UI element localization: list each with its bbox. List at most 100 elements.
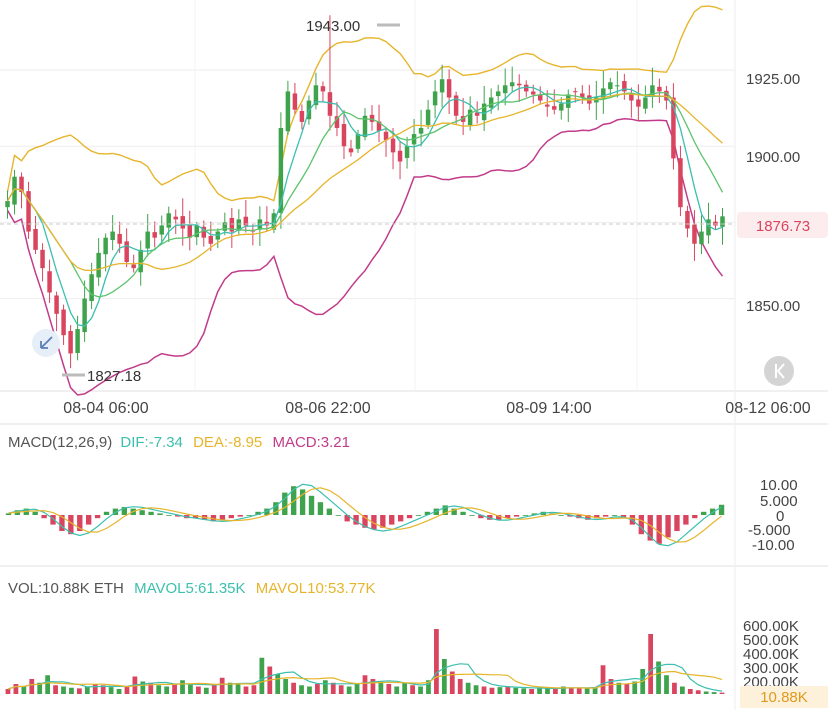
volume-bar — [227, 682, 233, 694]
volume-bar — [283, 679, 289, 694]
volume-bar — [219, 677, 225, 694]
price-tick-1850: 1850.00 — [746, 298, 800, 315]
volume-bar — [584, 687, 590, 694]
volume-bar — [672, 682, 677, 694]
macd-bar — [308, 495, 315, 515]
volume-bar — [346, 686, 352, 694]
candle-body — [285, 91, 291, 132]
candle-body — [222, 222, 228, 231]
candle-body — [523, 84, 529, 92]
candle-body — [369, 114, 375, 122]
candle-body — [75, 329, 80, 353]
volume-bar — [299, 685, 304, 694]
volume-bar — [434, 629, 439, 694]
macd-bar — [371, 515, 377, 530]
x-label-3: 08-12 06:00 — [725, 400, 811, 417]
volume-bar — [481, 686, 487, 694]
volume-bar — [560, 686, 566, 694]
candle-body — [601, 88, 606, 99]
volume-bar — [394, 686, 400, 694]
macd-bar — [157, 513, 163, 515]
macd-bar — [692, 515, 698, 519]
mavol5: MAVOL5:61.35K — [134, 580, 245, 597]
volume-bar — [140, 681, 146, 694]
candle-body — [509, 82, 515, 87]
candle-body — [516, 83, 522, 86]
macd-bar — [424, 511, 431, 515]
candle-body — [278, 127, 284, 213]
candle-body — [355, 134, 361, 149]
macd-bar — [326, 508, 333, 515]
candle-body — [229, 217, 235, 232]
volume-bar — [29, 679, 35, 694]
volume-bar — [108, 687, 114, 694]
candle-body — [629, 93, 634, 101]
macd-dea-line — [8, 487, 722, 543]
low-price-label: 1827.18 — [87, 368, 141, 385]
volume-bar — [76, 688, 82, 694]
candle-body — [313, 85, 319, 106]
boll-upper — [6, 5, 723, 202]
macd-bar — [5, 513, 12, 515]
macd-bar — [602, 515, 609, 517]
macd-bar — [94, 515, 101, 519]
macd-bar — [121, 507, 128, 515]
candle-body — [117, 233, 122, 244]
macd-bar — [59, 515, 65, 531]
volume-bar — [545, 687, 550, 694]
vol-tick-300k: 300.00K — [743, 660, 799, 677]
candle-body — [573, 91, 578, 93]
scroll-to-latest-icon[interactable] — [764, 356, 794, 386]
ma-line-mid — [6, 91, 724, 298]
x-label-2: 08-09 14:00 — [506, 400, 592, 417]
candle-body — [327, 92, 333, 116]
candle-body — [650, 85, 655, 96]
macd-bar — [594, 515, 600, 519]
volume-bar — [616, 682, 622, 694]
mavol10-line — [7, 670, 723, 690]
macd-series — [5, 483, 725, 547]
volume-bar — [243, 686, 249, 694]
volume-bar — [568, 687, 574, 694]
macd-bar — [166, 515, 172, 516]
candle-body — [33, 228, 38, 250]
candle-body — [334, 116, 340, 128]
volume-bar — [21, 686, 27, 694]
volume-bar — [235, 684, 241, 694]
vol-tick-600k: 600.00K — [743, 618, 799, 635]
candle-body — [566, 94, 571, 108]
macd-bar — [389, 515, 395, 525]
candle-body — [138, 249, 143, 273]
macd-bar — [237, 515, 243, 517]
candle-body — [110, 231, 115, 241]
ma-line-short — [6, 86, 723, 327]
candle-body — [26, 191, 31, 232]
volume-bar — [378, 681, 384, 694]
volume-bar — [703, 691, 709, 694]
candle-body — [89, 274, 94, 302]
candle-body — [54, 295, 59, 314]
volume-bar — [648, 634, 654, 694]
candle-body — [488, 97, 494, 108]
macd-bar — [273, 502, 279, 515]
macd-tick-0: 0 — [776, 508, 784, 525]
svg-text:MACD(12,26,9) DIF:-7.34: MACD(12,26,9) DIF:-7.34 DEA:-8.95 MACD:3… — [8, 434, 350, 451]
volume-bar — [124, 686, 130, 694]
candle-body — [720, 216, 725, 227]
current-price-tag — [737, 212, 828, 238]
macd-bar — [255, 511, 261, 515]
volume-bar — [441, 659, 447, 694]
macd-bar — [478, 515, 484, 519]
volume-bar — [156, 685, 162, 694]
macd-bar — [460, 511, 466, 515]
volume-bar — [529, 689, 534, 694]
collapse-arrow-icon[interactable] — [32, 329, 60, 357]
volume-bar — [164, 686, 170, 694]
macd-bar — [192, 515, 199, 519]
macd-bar — [451, 508, 457, 515]
macd-bar — [558, 515, 564, 516]
macd-dea: DEA:-8.95 — [193, 434, 262, 451]
volume-bar — [53, 685, 58, 694]
bollinger-bands — [6, 5, 724, 396]
